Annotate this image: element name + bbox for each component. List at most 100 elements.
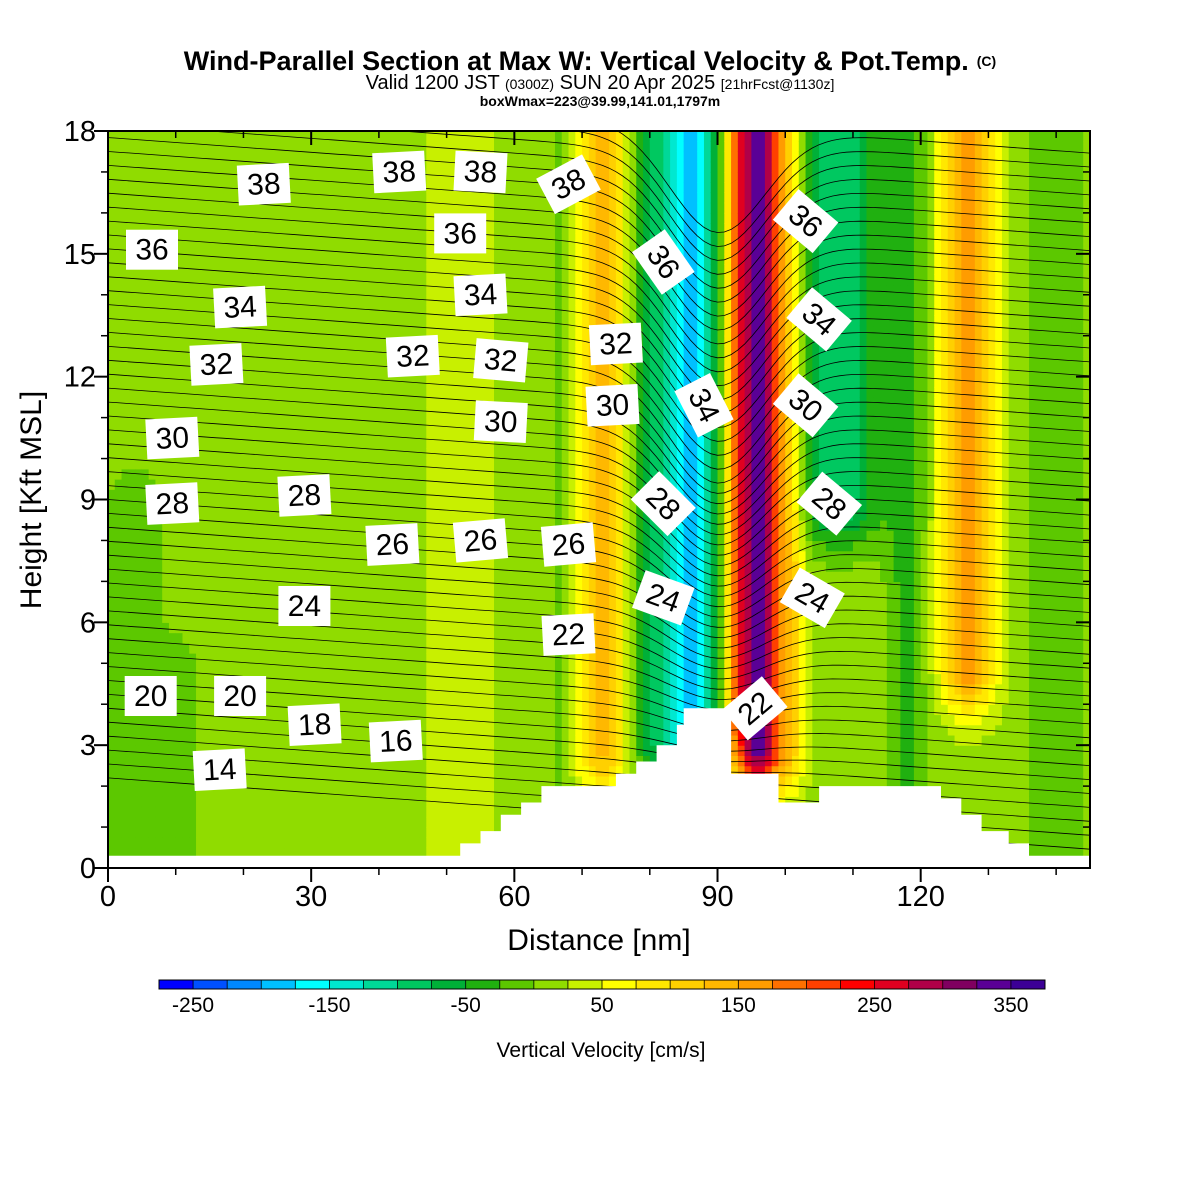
velocity-cell — [338, 397, 346, 408]
velocity-cell — [121, 171, 129, 183]
velocity-cell — [446, 468, 454, 480]
velocity-cell — [494, 816, 502, 828]
velocity-cell — [168, 151, 177, 163]
velocity-cell — [338, 591, 346, 603]
velocity-cell — [460, 407, 468, 419]
velocity-cell — [500, 581, 509, 593]
velocity-cell — [534, 243, 543, 255]
velocity-cell — [317, 827, 326, 838]
velocity-cell — [554, 581, 563, 593]
velocity-cell — [460, 131, 468, 142]
velocity-cell — [128, 847, 136, 859]
velocity-cell — [561, 131, 570, 142]
velocity-cell — [168, 161, 177, 173]
velocity-cell — [114, 376, 123, 388]
velocity-cell — [405, 755, 414, 767]
velocity-cell — [345, 693, 353, 705]
velocity-cell — [216, 540, 224, 552]
velocity-cell — [548, 356, 556, 368]
velocity-cell — [466, 653, 475, 664]
velocity-cell — [148, 765, 157, 777]
velocity-cell — [135, 386, 143, 398]
velocity-cell — [338, 192, 346, 204]
velocity-cell — [466, 663, 475, 675]
velocity-cell — [223, 591, 231, 603]
velocity-cell — [277, 519, 285, 531]
velocity-cell — [385, 438, 394, 449]
velocity-cell — [256, 509, 265, 521]
velocity-cell — [114, 356, 123, 368]
velocity-cell — [500, 243, 509, 255]
velocity-cell — [507, 530, 515, 542]
velocity-cell — [338, 468, 346, 480]
velocity-cell — [399, 642, 407, 654]
velocity-cell — [405, 407, 414, 419]
velocity-cell — [561, 714, 570, 726]
velocity-cell — [466, 796, 475, 808]
velocity-cell — [500, 755, 509, 767]
velocity-cell — [433, 284, 441, 296]
velocity-cell — [243, 847, 251, 859]
velocity-cell — [108, 612, 116, 623]
velocity-cell — [385, 376, 394, 388]
velocity-cell — [121, 438, 129, 449]
velocity-cell — [446, 284, 454, 296]
velocity-cell — [439, 837, 448, 849]
velocity-cell — [175, 407, 184, 419]
velocity-cell — [439, 847, 448, 859]
velocity-cell — [108, 663, 116, 675]
velocity-cell — [419, 612, 427, 623]
velocity-cell — [189, 264, 197, 275]
velocity-cell — [317, 202, 326, 214]
velocity-cell — [365, 642, 373, 654]
velocity-cell — [189, 233, 197, 245]
velocity-cell — [324, 827, 333, 838]
velocity-cell — [189, 253, 197, 265]
velocity-cell — [378, 386, 387, 398]
velocity-cell — [216, 796, 224, 808]
velocity-cell — [426, 837, 434, 849]
velocity-cell — [175, 192, 184, 204]
velocity-cell — [433, 683, 441, 695]
velocity-cell — [521, 243, 529, 255]
velocity-cell — [331, 171, 339, 183]
velocity-cell — [243, 714, 251, 726]
velocity-cell — [338, 151, 346, 163]
velocity-cell — [460, 315, 468, 327]
velocity-cell — [216, 141, 224, 153]
velocity-cell — [243, 755, 251, 767]
velocity-cell — [311, 141, 319, 153]
velocity-cell — [128, 519, 136, 531]
velocity-cell — [128, 376, 136, 388]
velocity-cell — [135, 397, 143, 408]
velocity-cell — [223, 601, 231, 613]
velocity-cell — [108, 448, 116, 460]
velocity-cell — [433, 816, 441, 828]
velocity-cell — [426, 264, 434, 275]
velocity-cell — [135, 182, 143, 194]
velocity-cell — [419, 786, 427, 797]
velocity-cell — [108, 386, 116, 398]
velocity-cell — [338, 653, 346, 664]
velocity-cell — [412, 192, 421, 204]
velocity-cell — [216, 386, 224, 398]
velocity-cell — [405, 243, 414, 255]
velocity-cell — [548, 397, 556, 408]
velocity-cell — [365, 499, 373, 511]
velocity-cell — [304, 315, 312, 327]
velocity-cell — [480, 468, 488, 480]
velocity-cell — [311, 161, 319, 173]
velocity-cell — [500, 223, 509, 234]
velocity-cell — [494, 683, 502, 695]
velocity-cell — [121, 192, 129, 204]
velocity-cell — [250, 386, 258, 398]
velocity-cell — [121, 253, 129, 265]
velocity-cell — [494, 499, 502, 511]
velocity-cell — [480, 458, 488, 470]
velocity-cell — [284, 519, 292, 531]
velocity-cell — [182, 386, 190, 398]
velocity-cell — [412, 233, 421, 245]
velocity-cell — [243, 540, 251, 552]
velocity-cell — [534, 550, 543, 562]
velocity-cell — [548, 693, 556, 705]
